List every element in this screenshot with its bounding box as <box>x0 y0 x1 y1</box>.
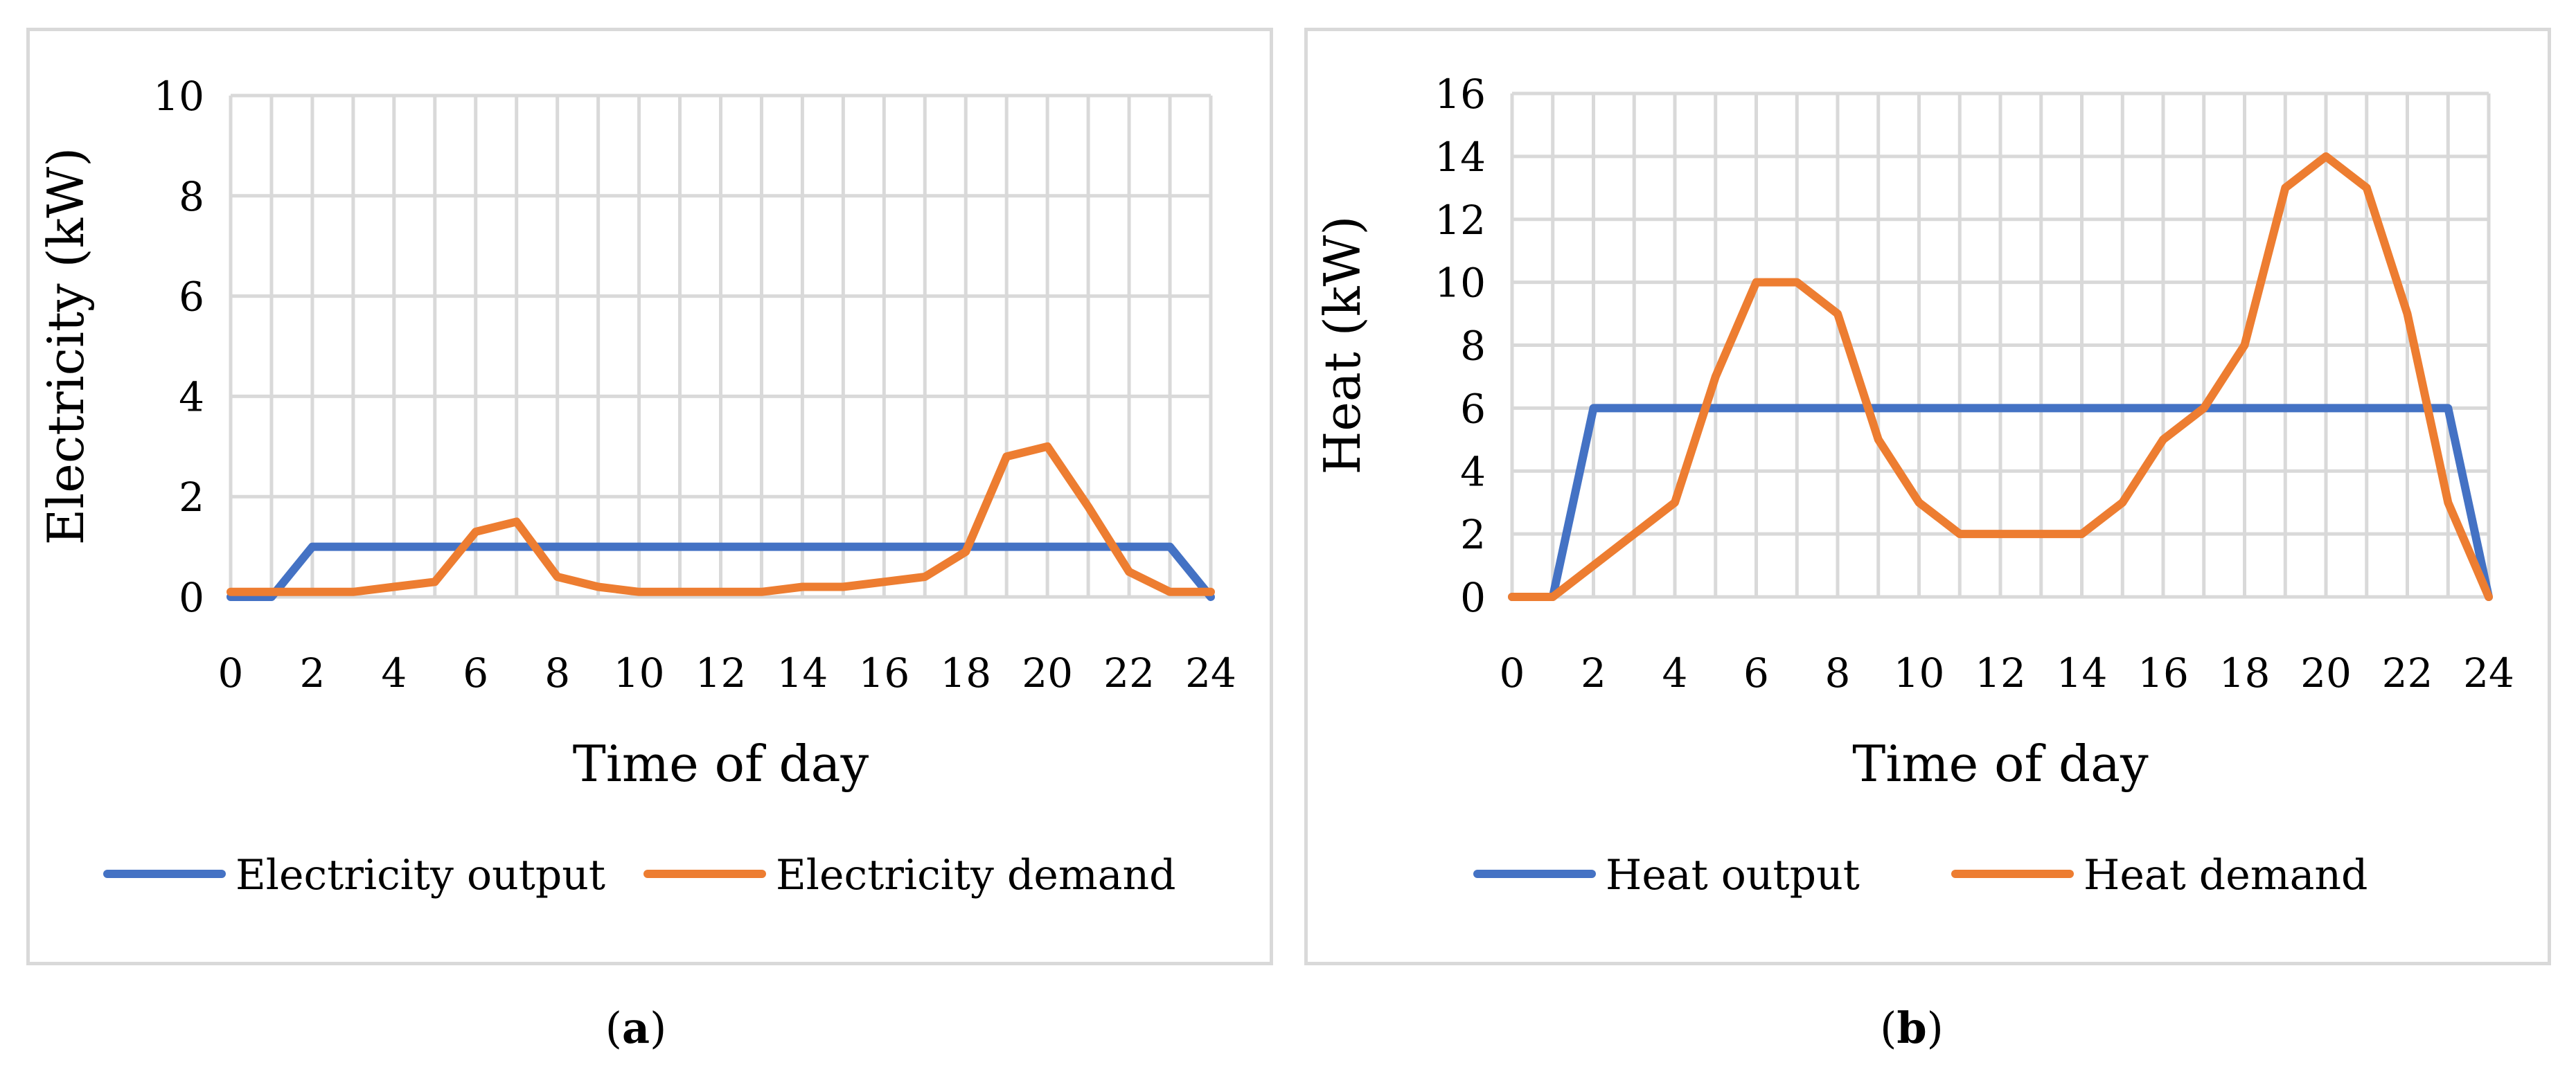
panel-a-xtick-label: 16 <box>858 650 909 697</box>
panel-b-x-axis-title: Time of day <box>1852 735 2149 793</box>
panel-a-xtick-label: 24 <box>1185 650 1236 697</box>
caption-b: (b) <box>1880 1003 1944 1053</box>
panel-b-ytick-label: 12 <box>1434 197 1486 244</box>
panel-a-legend-label-0: Electricity output <box>236 851 605 900</box>
panel-a-y-axis-title: Electricity (kW) <box>37 147 95 546</box>
panel-b-legend-label-0: Heat output <box>1606 851 1860 900</box>
panel-a-ytick-label: 0 <box>179 574 204 621</box>
panel-a-xtick-label: 18 <box>940 650 991 697</box>
panel-a-xtick-label: 0 <box>218 650 244 697</box>
panel-b-xtick-label: 8 <box>1825 650 1851 697</box>
panel-b-ytick-label: 8 <box>1460 323 1486 370</box>
panel-a-series-electricity-demand <box>226 442 1215 596</box>
panel-b-xtick-label: 0 <box>1500 650 1525 697</box>
panel-a-xtick-label: 2 <box>299 650 325 697</box>
panel-a-ytick-label: 8 <box>179 173 204 220</box>
panel-b-legend-label-1: Heat demand <box>2084 851 2368 900</box>
panel-b-ytick-label: 2 <box>1460 511 1486 558</box>
panel-b-xtick-label: 4 <box>1662 650 1688 697</box>
panel-b-xtick-label: 18 <box>2219 650 2271 697</box>
panel-a-xtick-label: 8 <box>544 650 570 697</box>
panel-b-series-heat-demand <box>1508 152 2493 601</box>
panel-b-xtick-label: 20 <box>2300 650 2352 697</box>
panel-b-y-axis-title: Heat (kW) <box>1313 216 1371 475</box>
caption-a: (a) <box>605 1003 667 1053</box>
panel-b-xtick-label: 10 <box>1894 650 1945 697</box>
panel-a-x-axis-title: Time of day <box>573 735 869 793</box>
panel-a-xtick-label: 6 <box>463 650 488 697</box>
panel-a-ytick-label: 4 <box>179 373 204 420</box>
panel-b-xtick-label: 6 <box>1743 650 1769 697</box>
panel-a-xtick-label: 4 <box>381 650 407 697</box>
panel-b-ytick-label: 14 <box>1434 134 1486 181</box>
panel-b-xtick-label: 22 <box>2382 650 2433 697</box>
panel-a-xtick-label: 22 <box>1103 650 1155 697</box>
panel-b-ytick-label: 4 <box>1460 448 1486 495</box>
panel-a-xtick-label: 20 <box>1022 650 1073 697</box>
panel-a-xtick-label: 10 <box>614 650 665 697</box>
panel-a-ytick-label: 6 <box>179 274 204 321</box>
panel-b-series-heat-output <box>1508 404 2493 601</box>
panel-a-ytick-label: 2 <box>179 474 204 521</box>
panel-b-xtick-label: 16 <box>2138 650 2189 697</box>
panel-b-xtick-label: 24 <box>2463 650 2514 697</box>
panel-b-ytick-label: 0 <box>1460 574 1486 621</box>
panel-b-ytick-label: 6 <box>1460 385 1486 432</box>
panel-b-ytick-label: 10 <box>1434 260 1486 307</box>
panel-a-xtick-label: 12 <box>695 650 747 697</box>
panel-a-xtick-label: 14 <box>777 650 828 697</box>
panel-a-series-electricity-output <box>226 542 1215 601</box>
panel-b-xtick-label: 2 <box>1581 650 1606 697</box>
panel-b-xtick-label: 12 <box>1975 650 2026 697</box>
panel-a-legend-label-1: Electricity demand <box>776 851 1176 900</box>
panel-a-ytick-label: 10 <box>153 73 204 120</box>
panel-b-xtick-label: 14 <box>2057 650 2108 697</box>
caption-a-letter: a <box>621 1003 650 1053</box>
panel-b-ytick-label: 16 <box>1434 71 1486 118</box>
caption-b-letter: b <box>1897 1003 1927 1053</box>
